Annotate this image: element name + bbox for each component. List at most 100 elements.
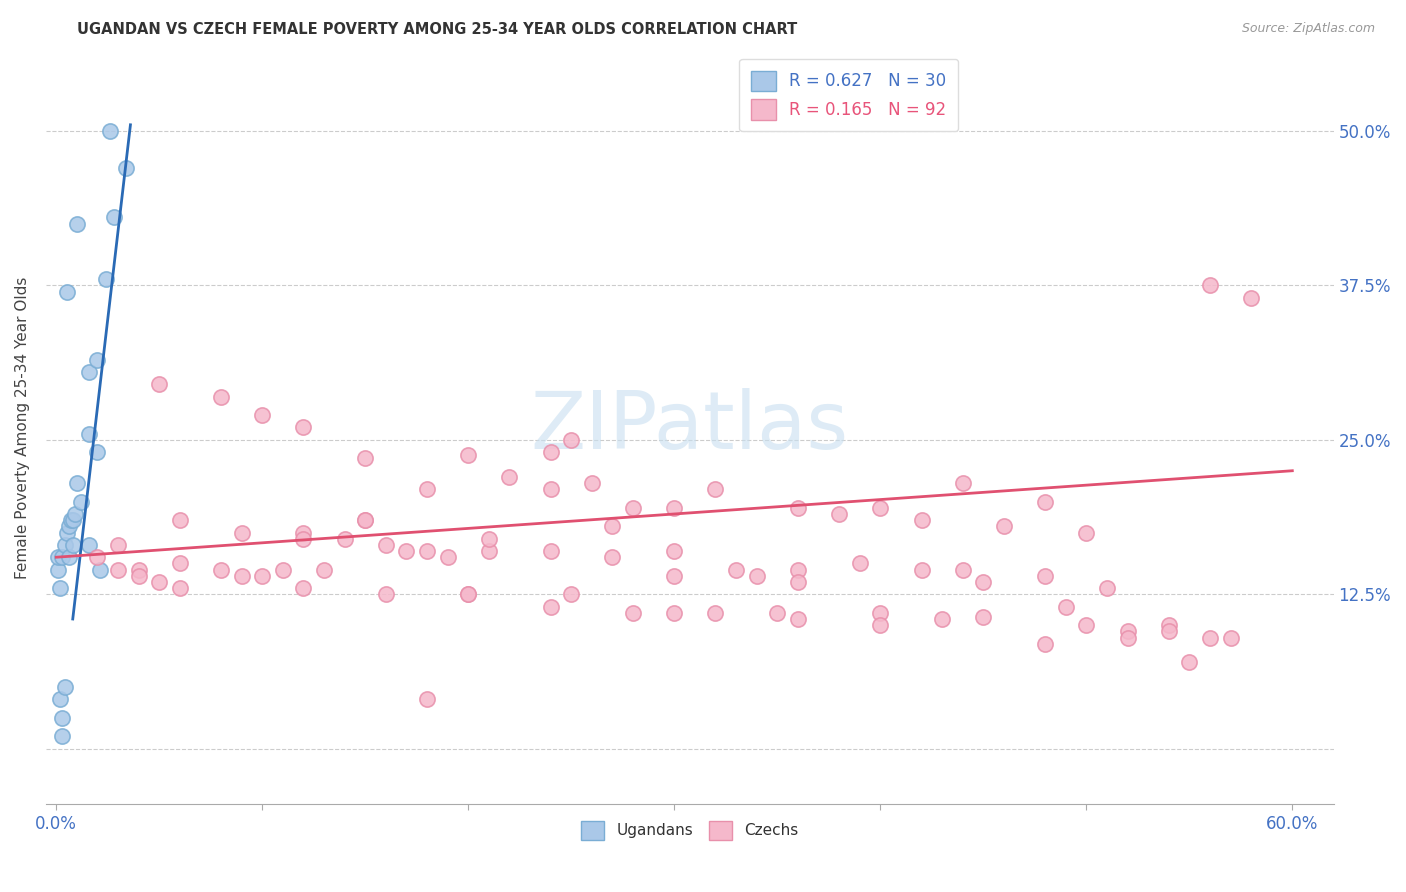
Point — [53, 680, 76, 694]
Point — [70, 494, 93, 508]
Point — [62, 513, 84, 527]
Point — [271, 563, 294, 577]
Point — [931, 612, 953, 626]
Point — [1178, 655, 1201, 669]
Point — [745, 568, 768, 582]
Point — [621, 500, 644, 515]
Point — [169, 557, 191, 571]
Point — [436, 550, 458, 565]
Point — [1076, 618, 1098, 632]
Point — [103, 211, 125, 225]
Point — [374, 587, 396, 601]
Point — [252, 408, 274, 422]
Point — [540, 599, 562, 614]
Point — [621, 606, 644, 620]
Point — [55, 525, 77, 540]
Point — [972, 609, 994, 624]
Point — [148, 377, 170, 392]
Point — [252, 568, 274, 582]
Point — [66, 217, 89, 231]
Point — [869, 618, 891, 632]
Point — [55, 285, 77, 299]
Point — [540, 544, 562, 558]
Point — [478, 532, 501, 546]
Point — [128, 568, 150, 582]
Point — [312, 563, 335, 577]
Point — [115, 161, 138, 175]
Point — [395, 544, 418, 558]
Point — [1199, 631, 1222, 645]
Point — [58, 550, 80, 565]
Point — [77, 426, 100, 441]
Point — [374, 538, 396, 552]
Point — [1095, 581, 1118, 595]
Point — [766, 606, 789, 620]
Point — [664, 544, 686, 558]
Point — [89, 563, 111, 577]
Point — [86, 550, 108, 565]
Point — [1033, 637, 1056, 651]
Point — [98, 124, 121, 138]
Point — [51, 550, 73, 565]
Point — [51, 730, 73, 744]
Point — [333, 532, 356, 546]
Point — [1240, 291, 1263, 305]
Point — [148, 574, 170, 589]
Point — [560, 433, 582, 447]
Point — [66, 476, 89, 491]
Point — [869, 606, 891, 620]
Point — [952, 476, 974, 491]
Point — [107, 538, 129, 552]
Point — [478, 544, 501, 558]
Point — [664, 606, 686, 620]
Point — [292, 581, 315, 595]
Point — [77, 538, 100, 552]
Point — [51, 711, 73, 725]
Y-axis label: Female Poverty Among 25-34 Year Olds: Female Poverty Among 25-34 Year Olds — [15, 277, 30, 579]
Point — [59, 513, 82, 527]
Point — [786, 574, 808, 589]
Point — [664, 500, 686, 515]
Point — [86, 445, 108, 459]
Point — [1033, 494, 1056, 508]
Legend: Ugandans, Czechs: Ugandans, Czechs — [575, 814, 804, 846]
Point — [457, 448, 479, 462]
Point — [62, 538, 84, 552]
Point — [354, 451, 377, 466]
Point — [1116, 631, 1139, 645]
Point — [704, 606, 727, 620]
Point — [1199, 278, 1222, 293]
Point — [786, 612, 808, 626]
Point — [354, 513, 377, 527]
Point — [94, 272, 117, 286]
Point — [209, 390, 232, 404]
Point — [602, 519, 624, 533]
Point — [46, 550, 69, 565]
Point — [292, 525, 315, 540]
Point — [828, 507, 851, 521]
Point — [786, 500, 808, 515]
Point — [581, 476, 603, 491]
Point — [540, 483, 562, 497]
Point — [910, 513, 932, 527]
Point — [416, 692, 439, 706]
Point — [58, 519, 80, 533]
Point — [725, 563, 748, 577]
Point — [786, 563, 808, 577]
Point — [1054, 599, 1077, 614]
Point — [560, 587, 582, 601]
Text: ZIPatlas: ZIPatlas — [530, 389, 849, 467]
Point — [540, 445, 562, 459]
Point — [169, 513, 191, 527]
Point — [231, 568, 253, 582]
Point — [1219, 631, 1241, 645]
Text: UGANDAN VS CZECH FEMALE POVERTY AMONG 25-34 YEAR OLDS CORRELATION CHART: UGANDAN VS CZECH FEMALE POVERTY AMONG 25… — [77, 22, 797, 37]
Point — [848, 557, 870, 571]
Point — [209, 563, 232, 577]
Point — [602, 550, 624, 565]
Point — [664, 568, 686, 582]
Point — [292, 532, 315, 546]
Point — [416, 483, 439, 497]
Point — [292, 420, 315, 434]
Point — [1157, 624, 1180, 639]
